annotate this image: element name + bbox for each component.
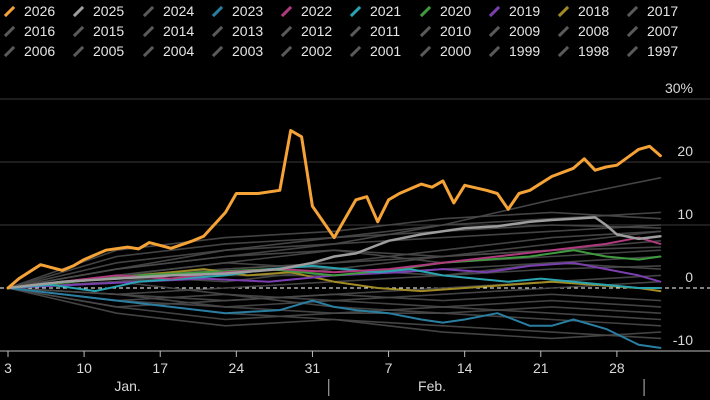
legend-label: 1997 [647, 43, 679, 59]
legend-label: 2017 [647, 3, 679, 19]
x-tick-label: 24 [229, 360, 245, 376]
x-tick-label: 17 [152, 360, 168, 376]
series-line-2025 [6, 216, 662, 290]
legend-item-2008: 2008 [557, 21, 609, 41]
legend-label: 2026 [24, 3, 56, 19]
legend-label: 2019 [509, 3, 541, 19]
legend-item-2022: 2022 [280, 1, 332, 21]
legend-label: 2008 [578, 23, 610, 39]
series-line-2018 [7, 268, 662, 293]
legend-label: 2012 [301, 23, 333, 39]
legend-item-2013: 2013 [211, 21, 263, 41]
x-tick-label: 7 [385, 360, 393, 376]
y-tick-label: 10 [677, 206, 693, 222]
month-label: Feb. [418, 378, 446, 394]
legend-label: 2007 [647, 23, 679, 39]
legend-label: 2001 [370, 43, 402, 59]
x-tick-label: 3 [4, 360, 12, 376]
legend-item-2019: 2019 [488, 1, 540, 21]
y-tick-label: 0 [685, 269, 693, 285]
legend-item-2012: 2012 [280, 21, 332, 41]
legend-label: 2000 [440, 43, 472, 59]
legend-label: 2020 [440, 3, 472, 19]
legend-label: 2024 [163, 3, 195, 19]
series-line-2002 [7, 287, 662, 308]
series-line-2023 [7, 287, 662, 349]
x-tick-label: 28 [609, 360, 625, 376]
legend-label: 2005 [93, 43, 125, 59]
series-line-2021 [7, 264, 662, 293]
y-tick-label: -10 [673, 332, 693, 348]
month-label: Jan. [114, 378, 140, 394]
legend-label: 1999 [509, 43, 541, 59]
series-line-2011 [7, 287, 662, 321]
legend-label: 2016 [24, 23, 56, 39]
legend-item-2018: 2018 [557, 1, 609, 21]
legend-item-2001: 2001 [349, 41, 401, 61]
legend-label: 2014 [163, 23, 195, 39]
series-line-2003 [7, 211, 662, 289]
legend-label: 2021 [370, 3, 402, 19]
series-line-2022 [7, 236, 662, 289]
legend-item-2010: 2010 [419, 21, 471, 41]
legend-item-2023: 2023 [211, 1, 263, 21]
legend-item-2014: 2014 [142, 21, 194, 41]
x-tick-label: 14 [457, 360, 473, 376]
legend-item-2005: 2005 [72, 41, 124, 61]
chart-legend: 2026 2025 2024 2023 2022 2021 2020 2019 2018 2017… [0, 0, 710, 72]
legend-item-2016: 2016 [3, 21, 55, 41]
legend-item-1999: 1999 [488, 41, 540, 61]
legend-label: 1998 [578, 43, 610, 59]
legend-label: 2006 [24, 43, 56, 59]
legend-item-2024: 2024 [142, 1, 194, 21]
legend-label: 2022 [301, 3, 333, 19]
legend-item-2017: 2017 [626, 1, 678, 21]
legend-label: 2013 [232, 23, 264, 39]
legend-item-2007: 2007 [626, 21, 678, 41]
legend-label: 2023 [232, 3, 264, 19]
legend-item-2015: 2015 [72, 21, 124, 41]
legend-item-1998: 1998 [557, 41, 609, 61]
legend-label: 2010 [440, 23, 472, 39]
series-line-2006 [7, 287, 662, 308]
series-line-2009 [7, 287, 662, 340]
legend-label: 2003 [232, 43, 264, 59]
legend-item-2020: 2020 [419, 1, 471, 21]
legend-label: 2009 [509, 23, 541, 39]
x-tick-label: 21 [533, 360, 549, 376]
legend-item-2004: 2004 [142, 41, 194, 61]
series-line-2010 [7, 280, 662, 302]
legend-label: 2004 [163, 43, 195, 59]
series-line-2026 [6, 129, 662, 290]
legend-item-2025: 2025 [72, 1, 124, 21]
y-tick-label: 20 [677, 143, 693, 159]
legend-item-2002: 2002 [280, 41, 332, 61]
legend-item-2000: 2000 [419, 41, 471, 61]
legend-item-2026: 2026 [3, 1, 55, 21]
legend-label: 2002 [301, 43, 333, 59]
legend-item-2021: 2021 [349, 1, 401, 21]
legend-item-2003: 2003 [211, 41, 263, 61]
series-line-2000 [7, 249, 662, 289]
legend-item-1997: 1997 [626, 41, 678, 61]
x-tick-label: 10 [76, 360, 92, 376]
x-tick-label: 31 [305, 360, 321, 376]
legend-label: 2015 [93, 23, 125, 39]
legend-label: 2011 [370, 23, 401, 39]
legend-label: 2018 [578, 3, 610, 19]
legend-item-2006: 2006 [3, 41, 55, 61]
legend-label: 2025 [93, 3, 125, 19]
series-line-2012 [7, 224, 662, 289]
legend-item-2009: 2009 [488, 21, 540, 41]
y-tick-label: 30% [665, 80, 693, 96]
legend-item-2011: 2011 [349, 21, 400, 41]
